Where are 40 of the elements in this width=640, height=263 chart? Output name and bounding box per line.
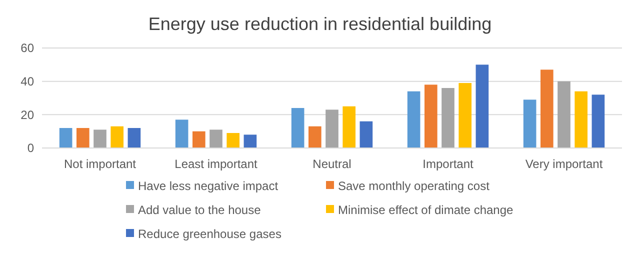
bar: [442, 88, 454, 148]
bar: [574, 91, 588, 148]
bar: [226, 133, 240, 148]
bar: [110, 126, 124, 148]
bar: [458, 83, 472, 148]
bar: [94, 130, 106, 148]
bar: [308, 126, 322, 148]
y-tick-label: 40: [20, 74, 34, 89]
legend-label: Have less negative impact: [138, 179, 279, 194]
legend-label: Add value to the house: [138, 203, 262, 218]
bar: [592, 94, 605, 148]
bar: [424, 84, 438, 148]
bar: [326, 110, 338, 148]
bar: [210, 130, 222, 148]
bar: [540, 70, 554, 148]
legend-label: Minimise effect of dimate change: [338, 203, 514, 218]
bar: [476, 64, 489, 148]
bar: [407, 91, 420, 148]
bar: [244, 134, 257, 148]
legend-label: Save monthly operating cost: [338, 179, 490, 194]
x-tick-label: Very important: [525, 157, 604, 171]
x-tick-label: Important: [422, 157, 474, 171]
bar: [59, 128, 72, 148]
y-tick-label: 60: [20, 41, 34, 56]
bar: [291, 108, 304, 148]
bar: [76, 128, 90, 148]
bar: [360, 121, 373, 148]
bar: [523, 100, 536, 148]
bar: [342, 106, 356, 148]
bar: [192, 131, 206, 148]
x-tick-label: Not important: [64, 157, 137, 171]
y-tick-label: 20: [20, 108, 34, 122]
legend-label: Reduce greenhouse gases: [138, 227, 282, 242]
chart-title: Energy use reduction in residential building: [148, 14, 492, 34]
x-tick-label: Least important: [174, 157, 258, 171]
bar: [558, 81, 570, 148]
y-tick-label: 0: [27, 141, 34, 156]
bar: [175, 120, 188, 148]
x-tick-label: Neutral: [312, 157, 352, 171]
bar: [128, 128, 141, 148]
